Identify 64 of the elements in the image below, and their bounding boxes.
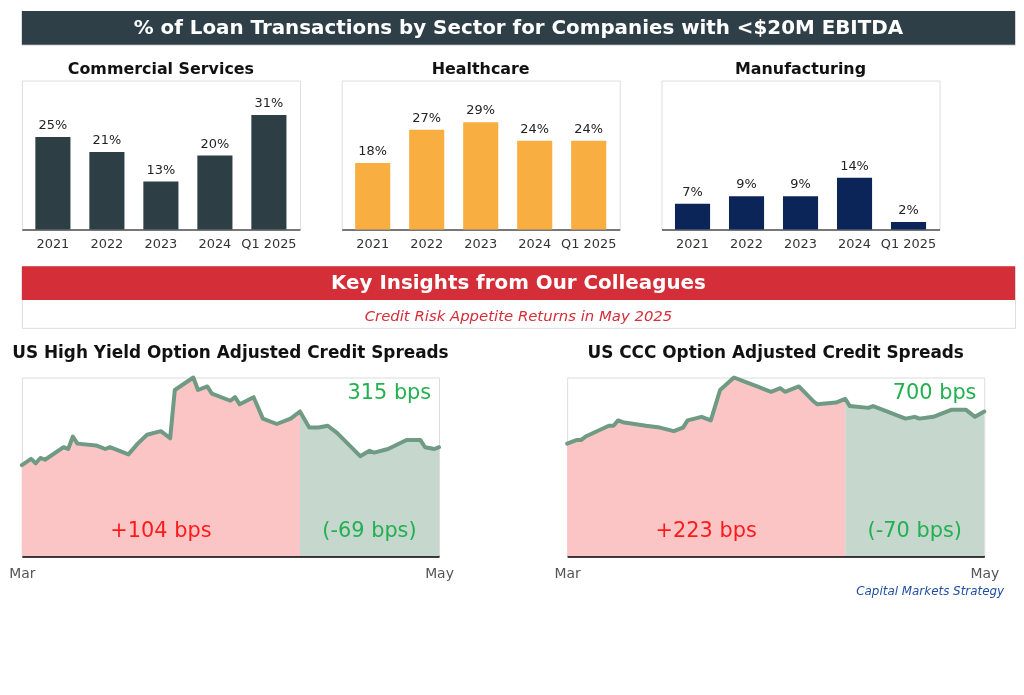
chart-title: Healthcare [431,58,530,78]
data-label: 2% [898,202,919,218]
bar [463,122,499,230]
chart-title: US High Yield Option Adjusted Credit Spreads [12,341,449,362]
x-tick-label: 2022 [90,235,124,251]
x-tick-label: 2024 [838,235,871,251]
text: Key Insights from Our Colleagues [331,271,706,295]
x-tick-label: 2022 [730,235,763,251]
x-tick-label: 2021 [36,235,70,251]
bar [674,203,711,230]
data-label: 27% [412,109,442,125]
x-tick-label: 2023 [784,235,817,251]
bar [517,140,553,230]
data-label: 24% [520,120,550,136]
bar [836,177,873,230]
bar [782,196,819,230]
bar [89,151,125,230]
bar [890,222,927,230]
data-label: 7% [682,183,703,199]
x-tick-label: Mar [554,564,582,581]
x-tick-label: 2023 [144,235,178,251]
x-tick-label: 2021 [676,235,709,251]
annotation: (-70 bps) [867,518,962,543]
text: Credit Risk Appetite Returns in May 2025 [364,306,673,325]
data-label: 24% [574,120,604,136]
bar [409,129,445,230]
data-label: 14% [840,157,869,173]
data-label: 21% [92,131,122,147]
data-label: 20% [200,135,230,151]
text: Capital Markets Strategy [856,584,1006,599]
data-label: 9% [790,176,811,192]
x-tick-label: May [970,564,1000,581]
x-tick-label: Q1 2025 [561,235,617,251]
bar [355,162,391,230]
annotation: +223 bps [655,518,757,543]
x-tick-label: 2024 [198,235,232,251]
chart-title: US CCC Option Adjusted Credit Spreads [587,341,964,362]
annotation: 315 bps [347,380,432,405]
annotation: 700 bps [892,380,977,405]
annotation: (-69 bps) [322,518,417,543]
data-label: 25% [38,117,68,133]
x-tick-label: Q1 2025 [880,235,937,251]
bar [571,140,607,230]
x-tick-label: 2023 [464,235,498,251]
bar [197,155,233,230]
data-label: 9% [736,176,757,192]
x-tick-label: Mar [9,564,36,581]
text: % of Loan Transactions by Sector for Companies with <$20M EBITDA [133,15,904,39]
data-label: 13% [146,161,176,177]
x-tick-label: May [425,564,454,581]
bar [143,181,179,230]
x-tick-label: 2022 [410,235,444,251]
chart-title: Commercial Services [67,58,255,78]
chart-title: Manufacturing [735,58,867,78]
annotation: +104 bps [110,518,212,543]
bar [728,196,765,230]
x-tick-label: 2021 [356,235,390,251]
data-label: 31% [254,94,284,110]
bar [251,114,287,230]
bar [35,137,71,230]
x-tick-label: Q1 2025 [241,235,297,251]
data-label: 29% [466,102,496,118]
data-label: 18% [358,143,388,159]
x-tick-label: 2024 [518,235,552,251]
